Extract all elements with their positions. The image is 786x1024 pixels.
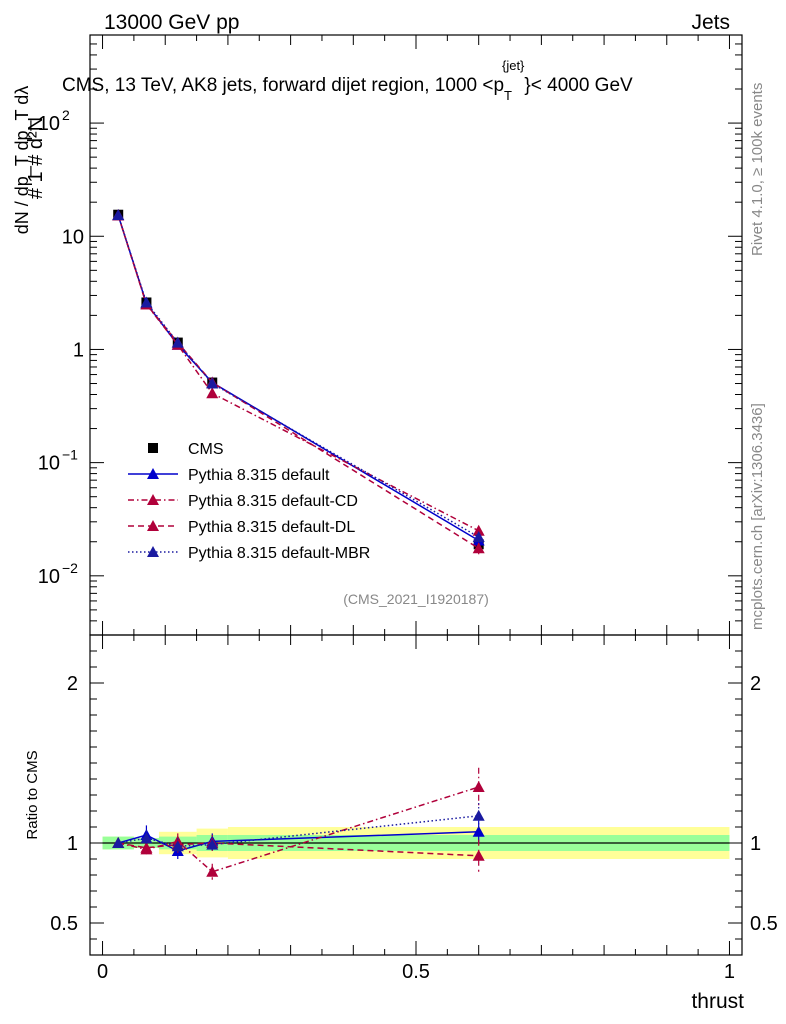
ratio-point xyxy=(112,837,125,848)
mc-point xyxy=(140,296,153,308)
ratio-point xyxy=(140,832,153,844)
legend: CMS Pythia 8.315 default Pythia 8.315 defa… xyxy=(128,441,370,562)
ratio-y-tick-label-right: 0.5 xyxy=(750,913,778,935)
ratio-uncertainty-band xyxy=(102,827,730,859)
ratio-point xyxy=(472,809,485,821)
y-axis-label-lower: dN / dp_T dp_T dλ xyxy=(12,86,33,234)
ratio-point xyxy=(140,841,153,853)
header-left: 13000 GeV pp xyxy=(104,11,239,34)
analysis-watermark: (CMS_2021_I1920187) xyxy=(343,591,489,607)
mc-point xyxy=(171,336,184,348)
y-tick-label: 10 xyxy=(38,113,60,135)
rivet-label-group: Rivet 4.1.0, ≥ 100k events xyxy=(749,83,766,256)
x-tick-label: 0.5 xyxy=(402,961,430,983)
legend-triangle-marker xyxy=(147,546,159,557)
y-label-fraction-1: # 1 # d²N xyxy=(25,117,47,199)
ratio-y-tick-label: 1 xyxy=(67,833,78,855)
ratio-point xyxy=(472,825,485,837)
ratio-panel-frame xyxy=(89,634,743,956)
legend-triangle-marker xyxy=(147,468,159,479)
series-line-mbr xyxy=(117,214,480,538)
ratio-y-label-group: Ratio to CMS xyxy=(24,750,41,839)
legend-entry-cd: Pythia 8.315 default-CD xyxy=(128,493,358,510)
legend-label: CMS xyxy=(188,441,224,458)
mc-point xyxy=(472,524,485,536)
legend-triangle-marker xyxy=(147,520,159,531)
ratio-y-tick-label-right: 2 xyxy=(750,673,761,695)
ratio-y-tick-label: 2 xyxy=(67,673,78,695)
legend-entry-dl: Pythia 8.315 default-DL xyxy=(128,519,355,536)
ratio-y-tick-label: 0.5 xyxy=(50,913,78,935)
mcplots-label-group: mcplots.cern.ch [arXiv:1306.3436] xyxy=(749,403,766,630)
chart-title: CMS, 13 TeV, AK8 jets, forward dijet reg… xyxy=(62,58,633,103)
data-series xyxy=(112,209,485,880)
y-tick-label: 10 xyxy=(62,226,84,248)
ratio-series-cd xyxy=(112,767,485,880)
mcplots-label: mcplots.cern.ch [arXiv:1306.3436] xyxy=(749,403,766,630)
ratio-series-mbr xyxy=(112,803,485,855)
y-tick-label-exponent: 2 xyxy=(62,107,70,123)
ratio-y-tick-label-right: 1 xyxy=(750,833,761,855)
legend-entry-mbr: Pythia 8.315 default-MBR xyxy=(128,545,370,562)
legend-label: Pythia 8.315 default xyxy=(188,467,330,484)
mc-point xyxy=(472,531,485,543)
series-mbr xyxy=(112,209,485,543)
y-tick-label: 1 xyxy=(73,339,84,361)
legend-label: Pythia 8.315 default-CD xyxy=(188,493,358,510)
header-right: Jets xyxy=(691,11,730,34)
y-tick-label: 10 xyxy=(38,453,60,475)
ratio-point xyxy=(206,865,219,877)
ratio-line-cd xyxy=(118,786,479,873)
rivet-label: Rivet 4.1.0, ≥ 100k events xyxy=(749,83,766,256)
ratio-point xyxy=(472,849,485,861)
legend-label: Pythia 8.315 default-MBR xyxy=(188,545,370,562)
legend-label: Pythia 8.315 default-DL xyxy=(188,519,355,536)
ratio-point xyxy=(472,781,485,792)
legend-square-marker xyxy=(148,443,158,453)
ratio-y-label: Ratio to CMS xyxy=(24,750,41,839)
legend-entry-default: Pythia 8.315 default xyxy=(128,467,330,484)
legend-entry-data: CMS xyxy=(148,441,224,458)
ratio-point xyxy=(171,840,184,852)
mc-point xyxy=(472,542,485,554)
series-cd xyxy=(112,209,485,536)
y-axis-label: # 1 # d²N xyxy=(25,117,47,199)
legend-triangle-marker xyxy=(147,494,159,505)
mc-point xyxy=(206,387,219,399)
series-line-default xyxy=(117,215,480,542)
x-axis-label: thrust xyxy=(691,990,744,1013)
ratio-point xyxy=(206,838,219,850)
y-tick-label-exponent: −2 xyxy=(62,560,78,576)
mc-point xyxy=(206,377,219,389)
x-tick-label: 1 xyxy=(724,961,735,983)
y-tick-label-exponent: −1 xyxy=(62,447,78,463)
mc-point xyxy=(112,209,125,221)
y-tick-label: 10 xyxy=(38,566,60,588)
x-tick-label: 0 xyxy=(97,961,108,983)
y-label-fraction-2: dN / dp_T dp_T dλ xyxy=(12,86,33,234)
